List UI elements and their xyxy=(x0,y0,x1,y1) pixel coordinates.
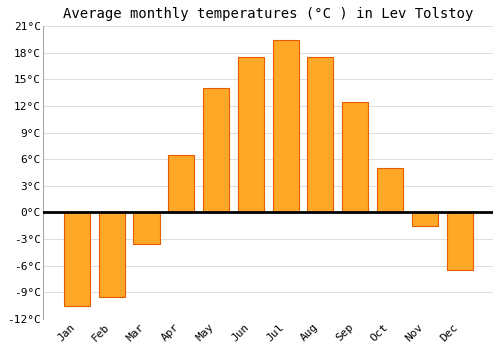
Bar xyxy=(308,57,334,212)
Bar xyxy=(98,212,125,297)
Title: Average monthly temperatures (°C ) in Lev Tolstoy: Average monthly temperatures (°C ) in Le… xyxy=(63,7,474,21)
Bar xyxy=(134,212,160,244)
Bar xyxy=(238,57,264,212)
Bar xyxy=(412,212,438,226)
Bar xyxy=(168,155,194,212)
Bar xyxy=(64,212,90,306)
Bar xyxy=(342,102,368,212)
Bar xyxy=(203,88,229,212)
Bar xyxy=(377,168,403,212)
Bar xyxy=(272,40,298,212)
Bar xyxy=(446,212,472,270)
